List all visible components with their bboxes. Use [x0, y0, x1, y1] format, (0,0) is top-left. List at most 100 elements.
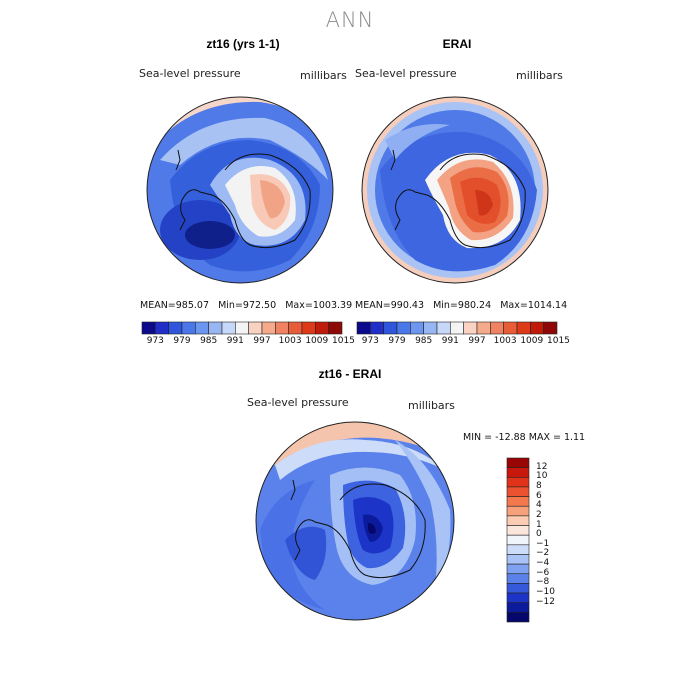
obs-colorbar-swatch: [396, 321, 411, 335]
obs-colorbar-swatch: [423, 321, 438, 335]
difference-colorbar-swatch: [506, 612, 530, 623]
obs-panel-title: ERAI: [442, 37, 472, 51]
difference-colorbar-tick-label: 12: [536, 461, 548, 472]
model-colorbar-tick-label: 985: [200, 336, 218, 346]
obs-colorbar-tick-label: 979: [388, 336, 406, 346]
model-colorbar-tick-label: 997: [253, 336, 271, 346]
model-variable-label: Sea-level pressure: [139, 67, 241, 80]
model-colorbar-swatch: [275, 321, 289, 335]
model-mean-value: 985.07: [175, 300, 210, 311]
model-units-label: millibars: [300, 69, 347, 82]
difference-colorbar-swatch: [506, 592, 530, 604]
difference-colorbar-tick-label: 6: [536, 490, 542, 501]
difference-colorbar-swatch: [506, 515, 530, 526]
model-max-label: Max=: [285, 300, 313, 311]
model-colorbar-swatch: [328, 321, 343, 335]
model-colorbar-swatch: [235, 321, 249, 335]
model-colorbar-swatch: [195, 321, 209, 335]
difference-colorbar-swatch: [506, 544, 530, 555]
difference-colorbar: [506, 457, 530, 623]
obs-colorbar-tick-label: 1009: [520, 336, 544, 346]
model-polar-map: [146, 96, 334, 284]
model-colorbar-ticks: 973 979 985 991 997 1003 1009 1015: [142, 336, 355, 348]
difference-colorbar-tick-label: 10: [536, 471, 548, 482]
model-colorbar-tick-label: 973: [146, 336, 164, 346]
obs-colorbar-tick-label: 985: [415, 336, 433, 346]
model-colorbar-swatch: [208, 321, 223, 335]
model-colorbar: [141, 321, 343, 335]
obs-colorbar-swatch: [370, 321, 384, 335]
difference-colorbar-swatch: [506, 583, 530, 594]
difference-colorbar-tick-label: −8: [536, 577, 550, 588]
difference-colorbar-tick-label: 4: [536, 500, 542, 511]
model-mean-label: MEAN=: [140, 300, 176, 311]
obs-colorbar-swatch: [383, 321, 398, 335]
obs-colorbar-swatch: [530, 321, 544, 335]
difference-colorbar-swatch: [506, 505, 530, 517]
obs-colorbar-swatch: [356, 321, 371, 335]
model-min-label: Min=: [218, 300, 243, 311]
difference-colorbar-swatch: [506, 534, 530, 546]
model-colorbar-swatch: [141, 321, 156, 335]
difference-colorbar-swatch: [506, 563, 530, 575]
difference-colorbar-tick-label: 1: [536, 519, 542, 530]
obs-colorbar-tick-label: 991: [441, 336, 459, 346]
obs-colorbar-swatch: [450, 321, 464, 335]
obs-polar-map: [361, 96, 549, 284]
difference-colorbar-tick-label: −10: [536, 587, 555, 598]
model-colorbar-swatch: [301, 321, 316, 335]
obs-colorbar-tick-label: 1003: [493, 336, 517, 346]
difference-colorbar-tick-label: 0: [536, 529, 542, 540]
difference-stats: MIN = -12.88 MAX = 1.11: [463, 432, 586, 443]
obs-mean-label: MEAN=: [355, 300, 391, 311]
model-colorbar-swatch: [155, 321, 169, 335]
obs-max-value: 1014.14: [527, 300, 568, 311]
difference-units-label: millibars: [408, 399, 455, 412]
difference-colorbar-swatch: [506, 476, 530, 488]
obs-colorbar-swatch: [410, 321, 424, 335]
model-colorbar-swatch: [168, 321, 183, 335]
model-colorbar-tick-label: 1015: [332, 336, 355, 346]
difference-colorbar-tick-label: −12: [536, 596, 555, 607]
difference-colorbar-swatch: [506, 573, 530, 584]
difference-variable-label: Sea-level pressure: [247, 396, 349, 409]
difference-colorbar-swatch: [506, 457, 530, 468]
obs-colorbar-swatch: [436, 321, 451, 335]
model-stats: MEAN=985.07 Min=972.50 Max=1003.39: [140, 300, 352, 311]
difference-colorbar-swatch: [506, 554, 530, 565]
obs-colorbar-swatch: [543, 321, 558, 335]
difference-colorbar-tick-label: −4: [536, 558, 550, 569]
difference-colorbar-ticks: 12 10 8 6 4 2 1 0 −1 −2 −4 −6 −8 −10 −12: [536, 458, 576, 622]
obs-colorbar-tick-label: 1015: [547, 336, 570, 346]
obs-min-value: 980.24: [457, 300, 492, 311]
model-colorbar-swatch: [288, 321, 303, 335]
model-colorbar-tick-label: 991: [226, 336, 244, 346]
model-min-value: 972.50: [242, 300, 277, 311]
obs-max-label: Max=: [500, 300, 528, 311]
model-colorbar-tick-label: 1003: [278, 336, 302, 346]
obs-min-label: Min=: [433, 300, 458, 311]
model-colorbar-swatch: [181, 321, 196, 335]
difference-colorbar-swatch: [506, 525, 530, 536]
difference-colorbar-tick-label: −6: [536, 567, 550, 578]
obs-units-label: millibars: [516, 69, 563, 82]
model-colorbar-tick-label: 979: [173, 336, 191, 346]
difference-polar-map: [255, 421, 455, 621]
obs-mean-value: 990.43: [390, 300, 425, 311]
obs-colorbar-swatch: [463, 321, 478, 335]
model-max-value: 1003.39: [312, 300, 353, 311]
obs-colorbar-swatch: [490, 321, 504, 335]
obs-colorbar-swatch: [476, 321, 491, 335]
model-panel-title: zt16 (yrs 1-1): [206, 37, 280, 51]
difference-colorbar-tick-label: 8: [536, 480, 542, 491]
obs-colorbar-tick-label: 997: [468, 336, 486, 346]
difference-colorbar-swatch: [506, 602, 530, 613]
model-colorbar-swatch: [261, 321, 276, 335]
model-colorbar-tick-label: 1009: [305, 336, 329, 346]
difference-colorbar-swatch: [506, 467, 530, 478]
difference-colorbar-swatch: [506, 486, 530, 497]
difference-colorbar-swatch: [506, 496, 530, 507]
difference-colorbar-tick-label: −2: [536, 548, 550, 559]
obs-stats: MEAN=990.43 Min=980.24 Max=1014.14: [355, 300, 567, 311]
difference-panel-title: zt16 - ERAI: [318, 367, 382, 381]
